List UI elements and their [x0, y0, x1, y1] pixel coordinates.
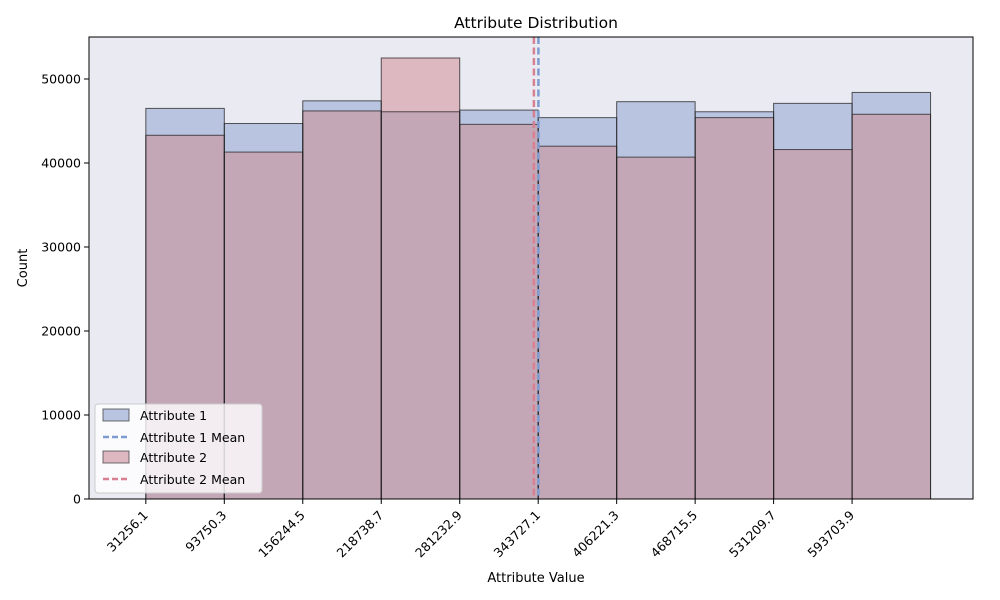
- plot-frame: [88, 36, 974, 500]
- x-tick-label: 156244.5: [255, 508, 308, 561]
- bar-overlap: [459, 124, 539, 500]
- x-tick-label: 593703.9: [804, 507, 857, 560]
- x-tick-label: 93750.3: [182, 508, 229, 555]
- mean-lines: [532, 37, 540, 499]
- bar-overlap: [302, 110, 382, 500]
- legend-label-attribute-1: Attribute 1: [140, 408, 207, 423]
- legend-label-attribute-2: Attribute 2: [140, 450, 207, 465]
- y-tick-label: 50000: [41, 72, 81, 87]
- x-tick-label: 406221.3: [569, 508, 622, 561]
- legend-box: [94, 403, 263, 494]
- chart-title: Attribute Distribution: [454, 14, 618, 32]
- x-axis: 31256.1 93750.3 156244.5 218738.7 281232.9 34…: [104, 499, 857, 560]
- bar-overlap: [852, 114, 931, 499]
- legend-swatch-attribute-1: [102, 408, 130, 422]
- y-tick-label: 20000: [41, 324, 81, 339]
- legend-label-attribute-1-mean: Attribute 1 Mean: [140, 430, 245, 445]
- y-axis-label: Count: [16, 249, 31, 288]
- x-tick-label: 531209.7: [726, 508, 779, 561]
- y-axis: 0 10000 20000 30000 40000 50000: [41, 72, 89, 507]
- y-tick-label: 0: [73, 492, 81, 507]
- bar-overlap: [538, 146, 617, 499]
- x-axis-label: Attribute Value: [487, 571, 584, 586]
- bar-overlap: [616, 157, 696, 499]
- bar-overlap: [695, 117, 774, 499]
- legend: Attribute 1 Attribute 1 Mean Attribute 2…: [94, 403, 263, 494]
- overlap-bars: [145, 110, 931, 500]
- bar-overlap: [381, 111, 460, 499]
- y-tick-label: 40000: [41, 156, 81, 171]
- x-tick-label: 281232.9: [412, 507, 465, 560]
- x-tick-label: 218738.7: [334, 508, 387, 561]
- x-tick-label: 343727.1: [491, 508, 544, 561]
- x-tick-label: 468715.5: [647, 508, 700, 561]
- y-tick-label: 10000: [41, 408, 81, 423]
- legend-label-attribute-2-mean: Attribute 2 Mean: [140, 472, 245, 487]
- bar-overlap: [773, 149, 853, 499]
- x-tick-label: 31256.1: [104, 508, 151, 555]
- legend-swatch-attribute-2: [102, 450, 130, 464]
- y-tick-label: 30000: [41, 240, 81, 255]
